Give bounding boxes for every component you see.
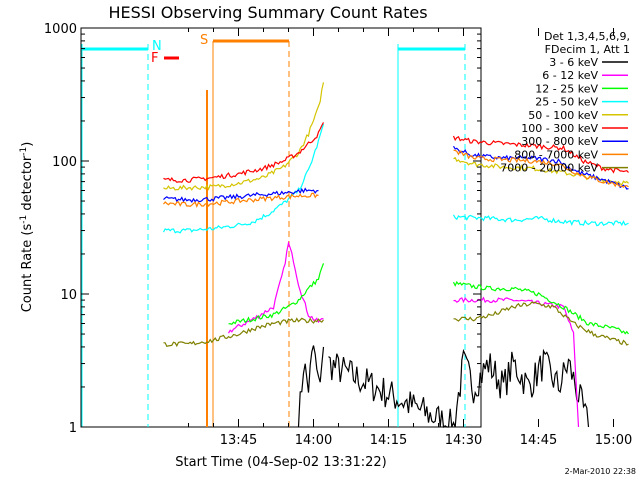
y-tick-label-3: 1000 — [44, 22, 77, 37]
legend-entry-3-label: 12 - 25 keV — [535, 82, 598, 95]
series-line-9-segment-2 — [453, 301, 629, 346]
y-tick-label-1: 10 — [60, 288, 77, 303]
series-layer — [162, 82, 629, 429]
series-line-7-segment-2 — [452, 145, 629, 190]
legend: Det 1,3,4,5,6,9, FDecim 1, Att 1 3 - 6 k… — [500, 30, 630, 175]
legend-header-line-2: FDecim 1, Att 1 — [545, 43, 630, 56]
series-line-4-segment-1 — [162, 123, 325, 234]
series-line-9-segment-1 — [163, 317, 324, 348]
legend-header-line-1: Det 1,3,4,5,6,9, — [544, 30, 630, 43]
x-tick-label-5: 15:00 — [595, 433, 632, 448]
legend-entry-7-label: 300 - 800 keV — [521, 135, 598, 148]
legend-entry-8-label: 800 - 7000 keV — [514, 148, 598, 161]
legend-entry-6-label: 100 - 300 keV — [521, 122, 598, 135]
series-line-3-segment-1 — [228, 263, 325, 326]
x-tick-label-3: 14:30 — [445, 433, 482, 448]
x-axis-label: Start Time (04-Sep-02 13:31:22) — [175, 455, 386, 470]
x-tick-label-0: 13:45 — [220, 433, 257, 448]
series-line-2-segment-1 — [227, 240, 324, 334]
series-line-1-segment-2 — [328, 348, 590, 429]
series-line-3-segment-2 — [452, 280, 629, 335]
x-tick-label-4: 14:45 — [520, 433, 557, 448]
y-tick-label-0: 1 — [69, 421, 77, 436]
series-line-1-segment-1 — [297, 345, 325, 428]
series-line-6-segment-2 — [452, 135, 629, 174]
legend-entry-5-label: 50 - 100 keV — [528, 109, 598, 122]
legend-entry-1-label: 3 - 6 keV — [549, 56, 598, 69]
series-line-2-segment-2 — [453, 296, 580, 428]
legend-entry-4-label: 25 - 50 keV — [535, 96, 598, 109]
series-line-5-segment-1 — [163, 82, 325, 191]
chart-title: HESSI Observing Summary Count Rates — [108, 3, 427, 22]
series-line-6-segment-1 — [163, 122, 325, 183]
generated-timestamp: 2-Mar-2010 22:38 — [565, 467, 636, 476]
x-tick-label-1: 14:00 — [295, 433, 332, 448]
y-axis-label: Count Rate (s-1 detector-1) — [19, 142, 35, 313]
legend-entry-9-label: 7000 - 20000 keV — [500, 162, 598, 175]
x-axis-ticks: 13:45 14:00 14:15 14:30 14:45 15:00 — [188, 28, 632, 448]
attenuator-markers — [81, 39, 466, 427]
legend-entry-2-label: 6 - 12 keV — [542, 69, 598, 82]
plot-frame — [80, 27, 482, 428]
series-line-7-segment-1 — [163, 187, 319, 203]
annotation-s: S — [200, 33, 208, 48]
y-tick-label-2: 100 — [52, 155, 77, 170]
y-axis-ticks: 1 10 100 1000 — [44, 22, 481, 436]
annotation-n: N — [152, 39, 162, 54]
series-line-8-segment-2 — [453, 149, 629, 188]
series-line-8-segment-1 — [163, 192, 319, 208]
annotation-f: F — [151, 51, 158, 66]
x-tick-label-2: 14:15 — [370, 433, 407, 448]
series-line-4-segment-2 — [452, 214, 629, 227]
